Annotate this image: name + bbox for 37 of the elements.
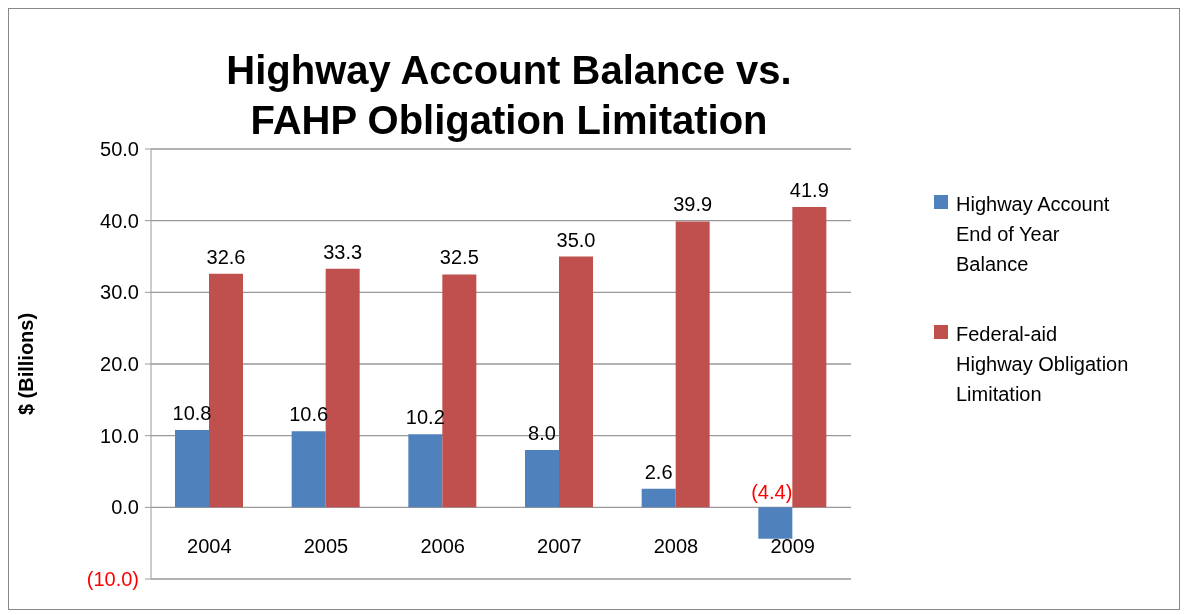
data-label: 41.9 xyxy=(789,179,829,202)
bar xyxy=(291,431,326,508)
bar xyxy=(408,434,443,508)
legend-label: Highway Account End of Year Balance xyxy=(956,192,1111,277)
x-tick-label: 2004 xyxy=(187,535,232,558)
x-tick-label: 2008 xyxy=(653,535,699,558)
bar xyxy=(175,429,209,508)
y-tick-label: 50.0 xyxy=(100,138,139,160)
data-label: 2.6 xyxy=(644,460,673,483)
data-label: 32.5 xyxy=(439,246,479,269)
y-tick-label: 30.0 xyxy=(100,281,139,304)
data-label: 39.9 xyxy=(673,193,713,216)
legend-label: Federal-aid Highway Obligation Limitation xyxy=(956,322,1130,407)
bar xyxy=(442,274,477,508)
data-label: 33.3 xyxy=(323,240,363,263)
x-tick-label: 2005 xyxy=(303,535,349,558)
x-tick-label: 2006 xyxy=(420,535,465,558)
y-tick-label: (10.0) xyxy=(86,568,139,590)
bar xyxy=(559,256,593,508)
x-tick-label: 2009 xyxy=(770,535,815,558)
bar xyxy=(675,221,710,508)
data-label: 35.0 xyxy=(556,228,596,251)
y-tick-label: 0.0 xyxy=(111,496,139,519)
x-tick-label: 2007 xyxy=(537,535,582,558)
bar xyxy=(525,450,559,508)
data-label: 32.6 xyxy=(206,245,246,268)
data-label: (4.4) xyxy=(751,481,793,504)
bar xyxy=(209,273,243,508)
y-tick-label: 40.0 xyxy=(100,209,139,232)
chart-title: Highway Account Balance vs. FAHP Obligation Limitation xyxy=(225,47,793,144)
data-label: 8.0 xyxy=(528,422,556,444)
bar xyxy=(641,488,676,508)
bar xyxy=(758,507,793,539)
y-tick-label: 20.0 xyxy=(100,353,139,375)
y-tick-label: 10.0 xyxy=(100,424,139,447)
y-axis-title: $ (Billions) xyxy=(15,312,38,416)
bar xyxy=(792,207,827,508)
